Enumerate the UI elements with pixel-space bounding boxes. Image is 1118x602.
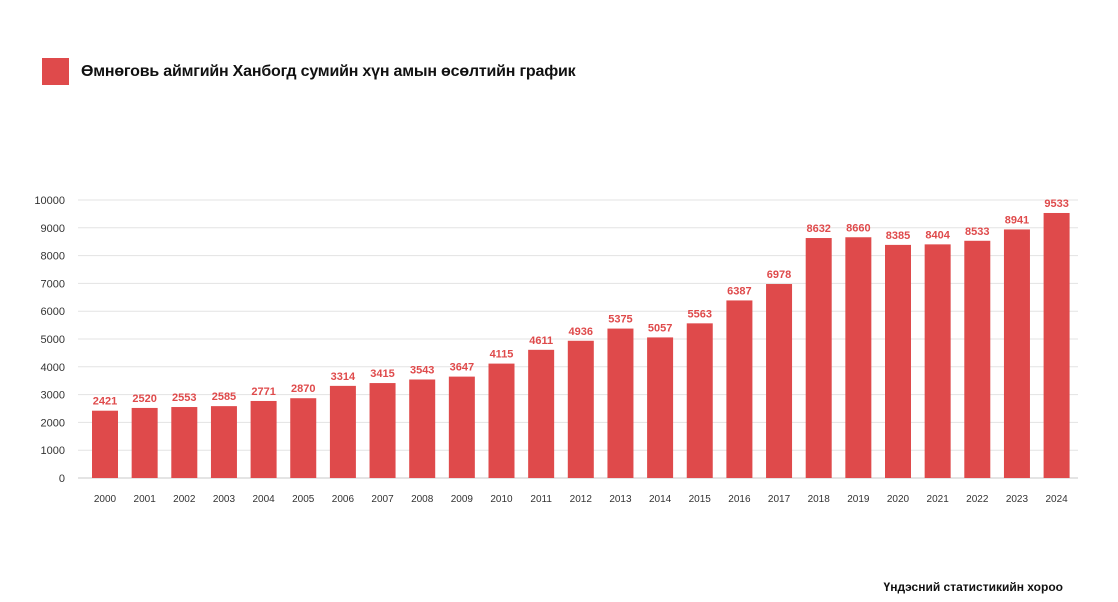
bar (766, 284, 793, 478)
data-label: 8660 (846, 222, 870, 234)
x-tick-label: 2014 (649, 494, 672, 505)
source-note: Үндэсний статистикийн хороо (883, 580, 1063, 594)
x-tick-label: 2019 (847, 494, 870, 505)
x-tick-label: 2012 (570, 494, 593, 505)
bar (250, 400, 277, 478)
y-tick-label: 4000 (41, 362, 65, 374)
x-tick-label: 2009 (451, 494, 474, 505)
x-tick-label: 2022 (966, 494, 989, 505)
data-label: 3647 (450, 362, 474, 374)
bar (409, 379, 436, 478)
y-tick-label: 8000 (41, 251, 65, 263)
bar (647, 337, 674, 478)
x-tick-label: 2018 (808, 494, 831, 505)
x-tick-label: 2013 (609, 494, 632, 505)
data-label: 9533 (1044, 198, 1068, 210)
x-tick-label: 2017 (768, 494, 791, 505)
x-tick-label: 2001 (134, 494, 157, 505)
data-label: 8632 (806, 223, 830, 235)
data-label: 5375 (608, 314, 632, 326)
data-label: 6978 (767, 269, 791, 281)
data-label: 6387 (727, 285, 751, 297)
data-label: 5057 (648, 322, 672, 334)
x-tick-label: 2003 (213, 494, 236, 505)
y-tick-label: 9000 (41, 223, 65, 235)
bar (210, 406, 237, 478)
x-tick-label: 2016 (728, 494, 751, 505)
x-tick-label: 2020 (887, 494, 910, 505)
x-tick-label: 2004 (252, 494, 275, 505)
data-label: 5563 (688, 308, 712, 320)
x-tick-label: 2011 (530, 494, 552, 505)
x-tick-label: 2021 (927, 494, 950, 505)
data-label: 2870 (291, 383, 315, 395)
data-label: 8941 (1005, 214, 1029, 226)
x-tick-label: 2008 (411, 494, 434, 505)
x-tick-label: 2002 (173, 494, 196, 505)
legend-swatch (42, 58, 69, 85)
data-label: 2421 (93, 396, 117, 408)
data-label: 2585 (212, 391, 236, 403)
bar (805, 238, 832, 478)
data-label: 8385 (886, 230, 910, 242)
y-tick-label: 6000 (41, 306, 65, 318)
bar (726, 300, 753, 478)
bar (369, 383, 396, 478)
bar (567, 340, 594, 478)
data-label: 2553 (172, 392, 196, 404)
bar (290, 398, 317, 478)
bar (607, 328, 634, 478)
y-tick-label: 0 (59, 473, 65, 485)
x-tick-label: 2023 (1006, 494, 1029, 505)
bar (488, 363, 515, 478)
data-label: 4611 (529, 335, 553, 347)
bar (845, 237, 872, 478)
bar (171, 407, 198, 478)
bar (1003, 229, 1030, 478)
bar (885, 244, 911, 478)
x-tick-label: 2010 (490, 494, 513, 505)
y-tick-label: 3000 (41, 390, 65, 402)
chart-legend: Өмнөговь аймгийн Ханбогд сумийн хүн амын… (42, 58, 576, 85)
y-tick-label: 10000 (34, 195, 65, 207)
x-tick-label: 2007 (371, 494, 394, 505)
bar (92, 410, 118, 478)
bar (1043, 212, 1070, 478)
y-tick-label: 7000 (41, 278, 65, 290)
bar (528, 349, 555, 478)
data-label: 3415 (370, 368, 394, 380)
data-label: 2771 (251, 386, 275, 398)
data-label: 8533 (965, 226, 989, 238)
y-tick-label: 5000 (41, 334, 65, 346)
x-tick-label: 2024 (1045, 494, 1068, 505)
data-label: 4115 (490, 349, 514, 361)
bar (329, 385, 356, 478)
x-tick-label: 2006 (332, 494, 355, 505)
bar (448, 376, 475, 478)
bar (964, 240, 991, 478)
x-tick-label: 2005 (292, 494, 315, 505)
data-label: 8404 (925, 229, 950, 241)
data-label: 3543 (410, 365, 434, 377)
x-tick-label: 2000 (94, 494, 117, 505)
y-tick-label: 2000 (41, 417, 65, 429)
data-label: 4936 (569, 326, 593, 338)
y-tick-label: 1000 (41, 445, 65, 457)
data-label: 3314 (331, 371, 356, 383)
bar (686, 323, 713, 478)
chart-title: Өмнөговь аймгийн Ханбогд сумийн хүн амын… (81, 62, 576, 80)
data-label: 2520 (132, 393, 156, 405)
bar (131, 407, 158, 478)
bar (924, 244, 951, 478)
x-tick-label: 2015 (689, 494, 712, 505)
